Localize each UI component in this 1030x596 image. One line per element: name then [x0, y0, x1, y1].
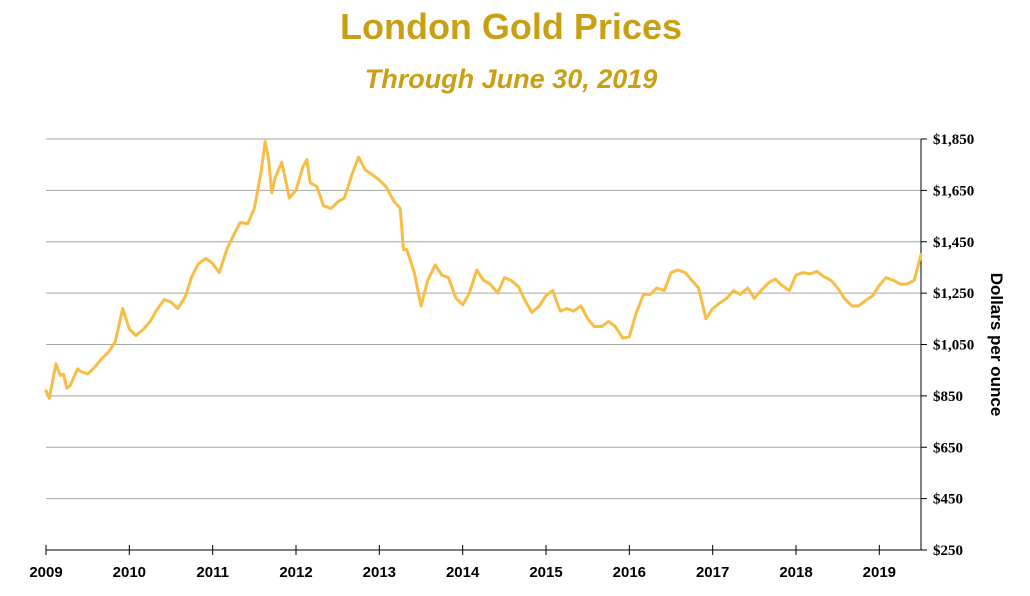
x-tick-label: 2012 — [279, 564, 312, 581]
x-tick-label: 2014 — [446, 564, 480, 581]
y-tick-label: $1,250 — [933, 286, 974, 302]
y-tick-label: $1,450 — [933, 235, 974, 251]
x-tick-label: 2018 — [779, 564, 812, 581]
x-tick-label: 2009 — [29, 564, 62, 581]
x-tick-label: 2019 — [863, 564, 896, 581]
x-tick-label: 2017 — [696, 564, 729, 581]
x-tick-label: 2016 — [613, 564, 646, 581]
y-axis-ticks: $250 $450 $650 $850 $1,050 $1,250 $1,450 $1,650… — [921, 132, 974, 559]
series-line — [44, 140, 923, 400]
y-tick-label: $650 — [933, 440, 963, 456]
series-group — [44, 140, 923, 400]
y-tick-label: $250 — [933, 543, 963, 559]
x-tick-label: 2011 — [196, 564, 229, 581]
chart-subtitle: Through June 30, 2019 — [364, 64, 658, 94]
x-axis: 2009 2010 2011 2012 2013 2014 2015 2016 2017 2018… — [29, 139, 922, 581]
y-tick-label: $450 — [933, 492, 963, 508]
x-tick-label: 2010 — [113, 564, 146, 581]
gridlines — [46, 138, 921, 500]
chart-title: London Gold Prices — [339, 6, 683, 47]
y-tick-label: $1,850 — [933, 132, 974, 148]
x-tick-label: 2015 — [529, 564, 562, 581]
x-tick-label: 2013 — [363, 564, 396, 581]
y-tick-label: $1,650 — [933, 183, 974, 199]
y-axis-label: Dollars per ounce — [987, 273, 1006, 417]
y-tick-label: $850 — [933, 389, 963, 405]
y-tick-label: $1,050 — [933, 338, 974, 354]
